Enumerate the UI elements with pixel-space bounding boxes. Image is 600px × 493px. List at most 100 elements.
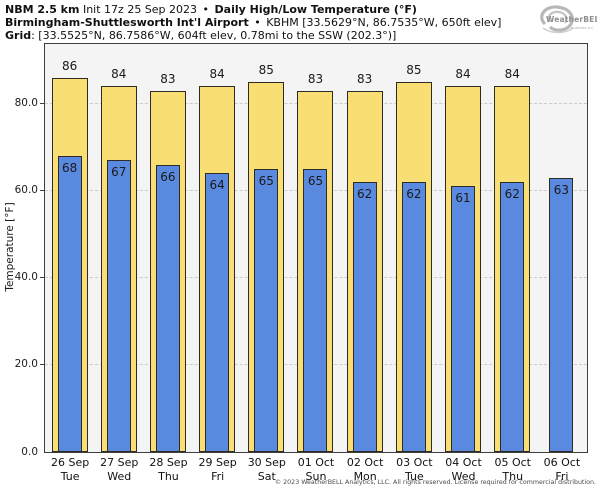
y-tick-mark (40, 189, 44, 191)
x-axis: 26 Sep Tue 27 Sep Wed 28 Sep Thu 29 Sep Fri 30 S… (44, 456, 588, 484)
y-tick-label: 60.0 (14, 184, 38, 197)
header-line-1: NBM 2.5 km Init 17z 25 Sep 2023 • Daily … (5, 3, 501, 16)
low-temp-bar (500, 182, 525, 452)
low-value-label: 67 (111, 165, 127, 180)
low-value-label: 62 (406, 187, 422, 202)
x-tick-weekday: Tue (60, 469, 80, 483)
day-column: 83 62 (340, 44, 389, 452)
logo-text: WeatherBELL (546, 15, 597, 24)
x-tick-label: 02 Oct Mon (341, 456, 390, 483)
low-temp-bar (303, 169, 328, 452)
x-tick-label: 27 Sep Wed (95, 456, 144, 483)
low-temp-bar (205, 173, 230, 452)
weatherbell-swirl-icon: WeatherBELL Analytics LLC (540, 5, 600, 34)
low-value-label: 61 (455, 191, 471, 206)
x-tick-date: 04 Oct (445, 456, 482, 469)
low-value-label: 68 (61, 161, 78, 175)
y-tick-label: 40.0 (14, 271, 38, 284)
low-temp-bar (254, 169, 279, 452)
separator-bullet: • (254, 16, 261, 29)
x-tick-date: 30 Sep (247, 456, 286, 469)
chart-header: NBM 2.5 km Init 17z 25 Sep 2023 • Daily … (5, 3, 501, 42)
x-tick-weekday: Wed (451, 469, 476, 483)
plot-area: 86 68 84 67 83 66 84 64 85 65 83 65 83 62 85 62 84 61 84 62… (44, 43, 588, 453)
x-tick-weekday: Sat (257, 469, 276, 483)
day-column: 86 68 (45, 44, 94, 452)
y-tick-mark (40, 276, 44, 278)
x-tick-weekday: Sun (305, 469, 327, 483)
model-name: NBM 2.5 km (5, 3, 80, 16)
product-title: Daily High/Low Temperature (°F) (214, 3, 417, 16)
separator-bullet: • (202, 3, 210, 16)
x-tick-date: 29 Sep (198, 456, 237, 469)
x-tick-label: 04 Oct Wed (439, 456, 488, 483)
grid-label: Grid (5, 29, 32, 42)
x-tick-label: 30 Sep Sat (242, 456, 291, 483)
low-value-label: 62 (357, 187, 373, 202)
x-tick-weekday: Thu (158, 469, 179, 483)
header-line-2: Birmingham-Shuttlesworth Int'l Airport •… (5, 16, 501, 29)
high-value-label: 83 (307, 71, 324, 86)
x-tick-label: 28 Sep Thu (144, 456, 193, 483)
header-line-3: Grid: [33.5525°N, 86.7586°W, 604ft elev,… (5, 29, 501, 42)
station-name: Birmingham-Shuttlesworth Int'l Airport (5, 16, 249, 29)
low-temp-bar (451, 186, 476, 452)
x-tick-label: 01 Oct Sun (291, 456, 340, 483)
y-tick-mark (40, 102, 44, 104)
low-temp-bar (352, 182, 377, 452)
high-value-label: 86 (61, 58, 78, 73)
x-tick-weekday: Fri (555, 469, 569, 483)
x-tick-weekday: Thu (502, 469, 524, 483)
x-tick-date: 03 Oct (396, 456, 433, 469)
day-column: 85 62 (389, 44, 438, 452)
day-column: 63 (537, 44, 586, 452)
day-column: 84 62 (488, 44, 537, 452)
x-tick-date: 05 Oct (494, 456, 531, 469)
x-tick-label: 03 Oct Tue (390, 456, 439, 483)
y-tick-label: 80.0 (14, 97, 38, 110)
x-tick-weekday: Mon (353, 469, 377, 483)
x-tick-weekday: Wed (107, 469, 132, 483)
high-value-label: 84 (111, 67, 127, 82)
low-temp-bar (401, 182, 426, 452)
logo-subtext: Analytics LLC (571, 26, 594, 30)
y-tick-mark (40, 363, 44, 366)
day-column: 83 66 (143, 44, 192, 452)
copyright-text: © 2023 WeatherBELL Analytics, LLC. All r… (274, 479, 596, 486)
low-value-label: 64 (209, 178, 225, 193)
x-tick-date: 28 Sep (149, 456, 188, 469)
high-value-label: 85 (258, 63, 274, 77)
x-tick-date: 06 Oct (543, 456, 581, 469)
low-temp-bar (106, 160, 131, 452)
day-column: 84 67 (94, 44, 143, 452)
x-tick-date: 02 Oct (346, 456, 384, 469)
x-tick-date: 27 Sep (100, 456, 139, 469)
x-tick-label: 05 Oct Thu (488, 456, 537, 483)
weatherbell-logo: WeatherBELL Analytics LLC (535, 2, 600, 40)
x-tick-date: 26 Sep (50, 456, 90, 469)
high-value-label: 84 (209, 67, 225, 82)
low-value-label: 65 (258, 174, 274, 189)
high-value-label: 84 (504, 67, 520, 82)
high-value-label: 83 (357, 71, 373, 86)
day-column: 84 61 (438, 44, 487, 452)
low-temp-bar (155, 164, 180, 452)
day-column: 84 64 (193, 44, 242, 452)
station-info: KBHM [33.5629°N, 86.7535°W, 650ft elev] (266, 16, 502, 29)
low-temp-bar (549, 177, 574, 452)
day-column: 85 65 (242, 44, 291, 452)
high-value-label: 85 (406, 63, 422, 77)
low-value-label: 65 (307, 174, 324, 189)
x-tick-label: 26 Sep Tue (46, 456, 95, 483)
low-temp-bar (57, 156, 82, 452)
y-tick-label: 0.0 (21, 445, 38, 458)
high-value-label: 83 (160, 71, 176, 86)
high-value-label: 84 (455, 67, 471, 82)
day-column: 83 65 (291, 44, 340, 452)
x-tick-date: 01 Oct (297, 456, 335, 469)
init-time: Init 17z 25 Sep 2023 (82, 3, 198, 16)
x-tick-label: 29 Sep Fri (193, 456, 242, 483)
x-tick-weekday: Tue (404, 469, 424, 483)
grid-info: : [33.5525°N, 86.7586°W, 604ft elev, 0.7… (31, 29, 397, 42)
